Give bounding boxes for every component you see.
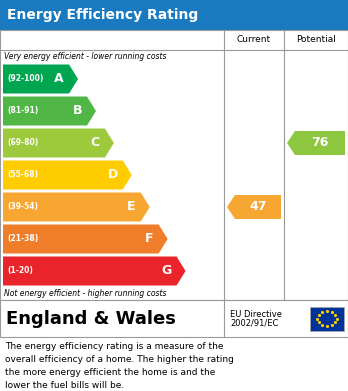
- Polygon shape: [287, 131, 345, 155]
- Text: Very energy efficient - lower running costs: Very energy efficient - lower running co…: [4, 52, 166, 61]
- Bar: [0, 0, 348, 30]
- Bar: [0, 30, 348, 300]
- Bar: [310, 307, 344, 330]
- Text: Current: Current: [237, 36, 271, 45]
- Text: lower the fuel bills will be.: lower the fuel bills will be.: [5, 381, 124, 390]
- Text: Potential: Potential: [296, 36, 336, 45]
- Polygon shape: [3, 256, 185, 285]
- Bar: [0, 300, 348, 337]
- Text: G: G: [161, 264, 172, 278]
- Text: D: D: [108, 169, 118, 181]
- Text: The energy efficiency rating is a measure of the: The energy efficiency rating is a measur…: [5, 342, 223, 351]
- Polygon shape: [3, 97, 96, 126]
- Polygon shape: [227, 195, 281, 219]
- Text: (81-91): (81-91): [7, 106, 38, 115]
- Polygon shape: [3, 192, 150, 221]
- Polygon shape: [3, 129, 114, 158]
- Text: E: E: [127, 201, 136, 213]
- Text: 2002/91/EC: 2002/91/EC: [230, 319, 278, 328]
- Text: C: C: [91, 136, 100, 149]
- Text: overall efficiency of a home. The higher the rating: overall efficiency of a home. The higher…: [5, 355, 234, 364]
- Text: Energy Efficiency Rating: Energy Efficiency Rating: [7, 8, 198, 22]
- Text: (1-20): (1-20): [7, 267, 33, 276]
- Text: England & Wales: England & Wales: [6, 310, 176, 328]
- Text: (55-68): (55-68): [7, 170, 38, 179]
- Text: B: B: [72, 104, 82, 118]
- Text: A: A: [54, 72, 64, 86]
- Text: (21-38): (21-38): [7, 235, 38, 244]
- Polygon shape: [3, 160, 132, 190]
- Text: (92-100): (92-100): [7, 75, 44, 84]
- Polygon shape: [3, 224, 168, 253]
- Text: 76: 76: [311, 136, 329, 149]
- Text: 47: 47: [249, 201, 267, 213]
- Text: EU Directive: EU Directive: [230, 310, 282, 319]
- Text: (39-54): (39-54): [7, 203, 38, 212]
- Text: F: F: [145, 233, 153, 246]
- Text: Not energy efficient - higher running costs: Not energy efficient - higher running co…: [4, 289, 166, 298]
- Text: the more energy efficient the home is and the: the more energy efficient the home is an…: [5, 368, 215, 377]
- Text: (69-80): (69-80): [7, 138, 38, 147]
- Polygon shape: [3, 65, 78, 93]
